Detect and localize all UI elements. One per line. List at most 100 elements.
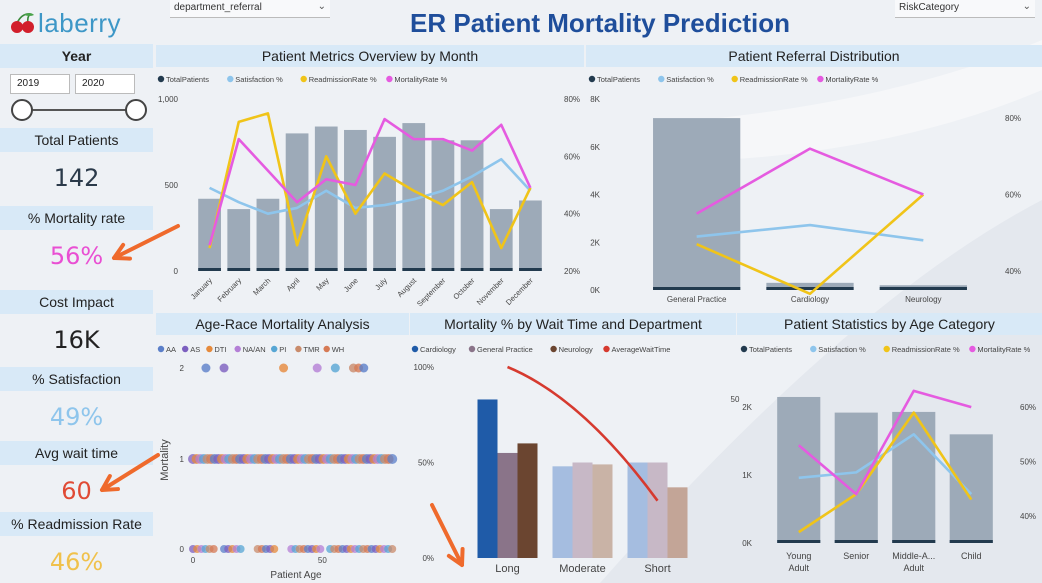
x-tick-label: 50 [318,556,327,565]
year-slider-end-handle[interactable] [125,99,147,121]
referral-bar-base [766,287,854,290]
x-tick-label: Child [961,551,982,561]
legend-label: ReadmissionRate % [309,75,377,84]
risk-category-slicer[interactable]: RiskCategory ⌄ [895,0,1035,18]
wait-time-bar [497,452,518,558]
y-tick-label: 100% [414,363,434,372]
wait-time-bar [552,466,573,558]
legend-label: ReadmissionRate % [892,345,960,354]
department-slicer[interactable]: department_referral ⌄ [170,0,330,18]
x-tick-label: May [314,276,331,293]
monthly-bar [519,200,542,271]
monthly-bar-base [285,268,309,271]
x-tick-label: Moderate [559,563,605,575]
y-tick-label: 6K [590,143,600,152]
year-from-input[interactable]: 2019 [10,74,70,94]
x-tick-label: March [251,276,272,297]
age-category-bar [834,412,878,543]
x-tick-label: August [395,275,419,299]
logo-text: laberry [38,8,121,38]
x-tick-label: April [285,276,302,293]
y-axis-label: Mortality [159,439,171,481]
cherry-icon [11,13,34,33]
wait-time-bar [667,487,688,558]
referral-bar-base [653,287,741,290]
age-category-bar [949,434,993,543]
legend-label: PI [279,345,286,354]
y-tick-label: 0% [422,554,434,563]
x-tick-label: February [216,276,244,304]
kpi-label: % Mortality rate [0,206,153,230]
kpi-label: Cost Impact [0,290,153,314]
kpi-value: 46% [49,548,104,576]
wait-time-bar [627,462,648,558]
age-category-bar [892,411,936,543]
y-tick-label: 0 [174,267,179,276]
x-tick-label: 0 [191,556,196,565]
y2-tick-label: 60% [1020,403,1036,412]
year-to-input[interactable]: 2020 [75,74,135,94]
monthly-bar [227,209,251,271]
legend-label: MortalityRate % [977,345,1030,354]
year-slider-track[interactable] [22,109,136,111]
x-tick-label: Adult [788,563,809,573]
legend-marker [740,345,748,353]
chart-title-monthly: Patient Metrics Overview by Month [156,45,584,67]
x-tick-label: January [189,276,214,301]
y2-tick-label: 80% [1005,114,1021,123]
annotation-arrow-wait-time-head [100,474,120,492]
legend-label: AS [190,345,200,354]
annotation-arrow-long-wait-head [446,547,465,567]
chart-title-age-category: Patient Statistics by Age Category [737,313,1042,335]
legend-marker [234,345,241,353]
company-logo: laberry [8,8,121,39]
x-tick-label: Short [644,563,670,575]
y2-tick-label: 40% [1005,267,1021,276]
kpi-label: Avg wait time [0,441,153,465]
legend-label: NA/AN [243,345,266,354]
monthly-bar-base [460,268,484,271]
legend-marker [411,345,419,353]
legend-label: TotalPatients [749,345,792,354]
y-tick-label: 8K [590,95,600,104]
scatter-point [209,545,218,553]
x-tick-label: September [415,276,448,309]
legend-label: Satisfaction % [666,75,714,84]
legend-marker [603,345,610,353]
wait-time-bar [647,462,668,558]
scatter-point [201,363,211,373]
y2-tick-label: 40% [1020,512,1036,521]
legend-label: General Practice [477,345,533,354]
scatter-point [219,363,229,373]
y-tick-label: 50% [418,459,434,468]
legend-label: Cardiology [420,345,456,354]
kpi-value: 16K [53,326,100,354]
age-category-bar [777,396,821,543]
legend-marker [810,345,817,353]
legend-label: WH [332,345,345,354]
y-tick-label: 1K [742,471,752,480]
legend-marker [157,75,165,83]
monthly-bar [489,209,513,271]
y-tick-label: 0K [590,286,600,295]
kpi-label: % Satisfaction [0,367,153,391]
wait-time-bar [517,443,538,558]
annotation-arrow-wait-time [100,453,160,492]
scatter-point [387,454,398,464]
y2-tick-label: 40% [564,210,580,219]
referral-bar [766,282,854,290]
kpi-label: Total Patients [0,128,153,152]
y-tick-label: 1,000 [158,95,179,104]
year-filter-header: Year [0,44,153,68]
legend-label: TotalPatients [166,75,209,84]
monthly-bar-base [314,268,338,271]
scatter-point [330,363,340,373]
age-category-bar-base [777,540,821,543]
monthly-bar-base [344,268,367,271]
y-tick-label: 2K [742,403,752,412]
y-tick-label: 4K [590,191,600,200]
year-slider-start-handle[interactable] [11,99,33,121]
legend-marker [157,345,165,353]
x-tick-label: Adult [903,563,924,573]
readmission-line [696,193,925,296]
